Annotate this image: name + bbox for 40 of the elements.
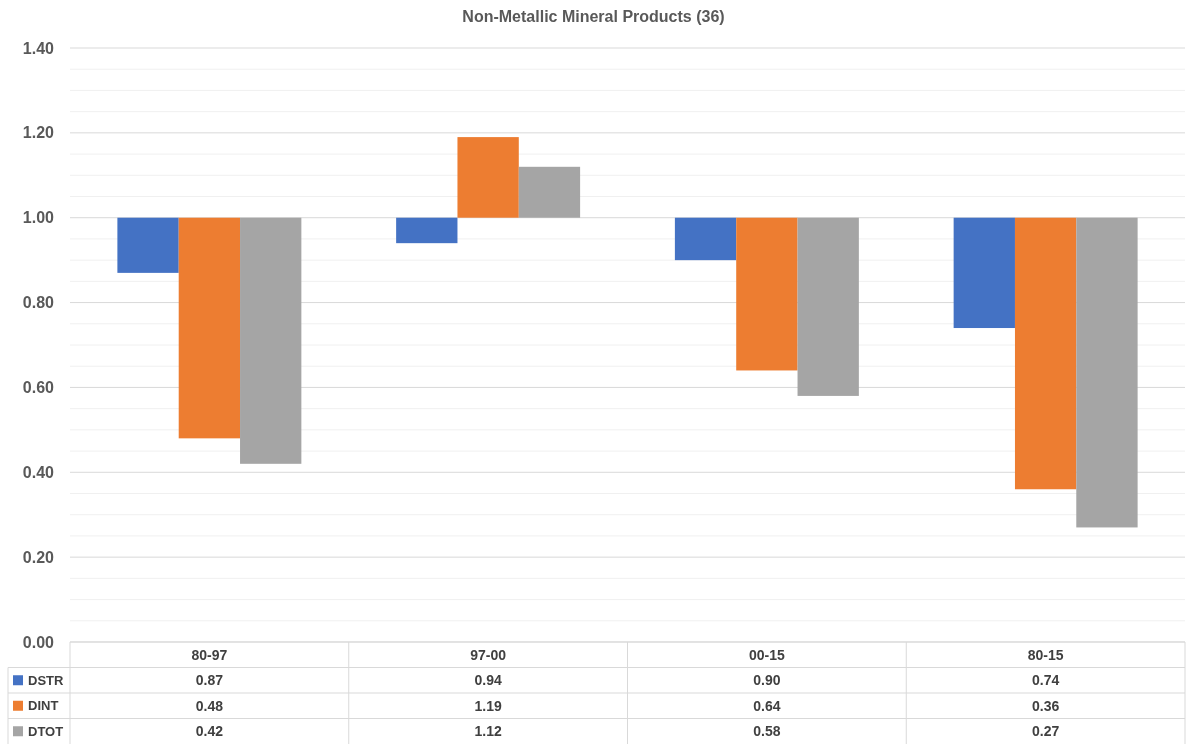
bar xyxy=(396,217,458,244)
y-tick-label: 0.60 xyxy=(22,379,55,397)
bar xyxy=(953,217,1015,329)
bar xyxy=(736,217,798,371)
data-label: 0.27 xyxy=(1032,723,1060,740)
bar xyxy=(1076,217,1138,528)
y-tick-label: 0.00 xyxy=(22,633,55,651)
y-tick-label: 1.00 xyxy=(22,209,55,227)
bar xyxy=(117,217,179,273)
data-label: 0.87 xyxy=(195,672,224,689)
bar xyxy=(240,217,302,464)
bar xyxy=(178,217,241,439)
legend-label: DSTR xyxy=(28,672,64,688)
data-label: 0.90 xyxy=(753,672,781,689)
data-label: 1.19 xyxy=(474,697,502,714)
y-tick-label: 0.20 xyxy=(22,548,55,566)
data-label: 1.12 xyxy=(474,723,502,740)
y-tick-label: 0.80 xyxy=(22,294,55,312)
legend-label: DTOT xyxy=(28,723,64,739)
chart-title: Non-Metallic Mineral Products (36) xyxy=(462,8,725,25)
x-tick-label: 97-00 xyxy=(470,646,507,663)
bar xyxy=(457,137,519,218)
x-tick-label: 80-15 xyxy=(1027,646,1064,663)
data-label: 0.42 xyxy=(195,723,224,740)
x-tick-label: 00-15 xyxy=(748,646,785,663)
data-label: 0.48 xyxy=(195,697,224,714)
data-label: 0.58 xyxy=(753,723,781,740)
legend-label: DINT xyxy=(28,698,59,714)
bar xyxy=(797,217,859,396)
bar xyxy=(518,166,581,218)
data-label: 0.36 xyxy=(1032,697,1060,714)
y-tick-label: 0.40 xyxy=(22,463,55,481)
data-label: 0.74 xyxy=(1032,672,1060,689)
x-tick-label: 80-97 xyxy=(191,646,228,663)
bar xyxy=(1014,217,1077,490)
y-tick-label: 1.40 xyxy=(22,39,55,57)
data-label: 0.94 xyxy=(474,672,502,689)
data-label: 0.64 xyxy=(753,697,781,714)
bar xyxy=(674,217,737,261)
y-tick-label: 1.20 xyxy=(22,124,55,142)
